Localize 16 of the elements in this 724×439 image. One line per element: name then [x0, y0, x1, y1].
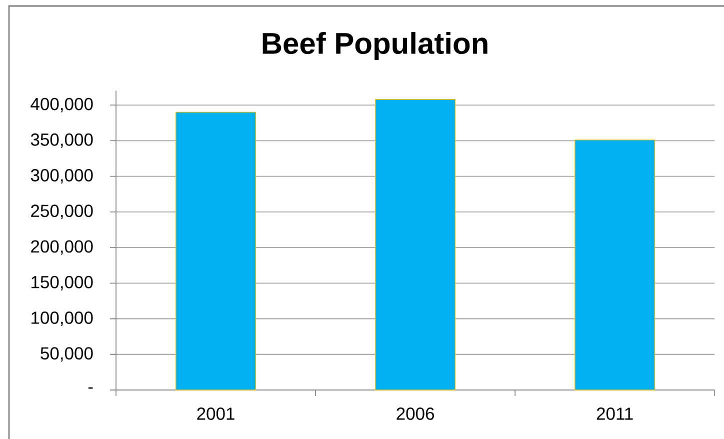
y-tick-label: 300,000	[30, 169, 93, 184]
y-tick-label: 50,000	[40, 347, 93, 362]
y-tick-label: 350,000	[30, 133, 93, 148]
y-tick-label: 250,000	[31, 204, 93, 220]
y-tick-label: -	[88, 387, 93, 389]
chart-title: Beef Population	[262, 32, 488, 60]
y-tick-label: 100,000	[32, 312, 93, 326]
x-tick-label: 2001	[197, 408, 234, 420]
y-tick-label: 150,000	[32, 276, 93, 290]
bar	[574, 140, 656, 390]
bar	[375, 99, 456, 390]
y-tick-label: 200,000	[31, 240, 93, 255]
x-tick-label: 2006	[396, 408, 434, 420]
y-tick-label: 400,000	[30, 98, 93, 112]
bar	[176, 112, 256, 390]
x-tick-label: 2011	[596, 408, 633, 420]
